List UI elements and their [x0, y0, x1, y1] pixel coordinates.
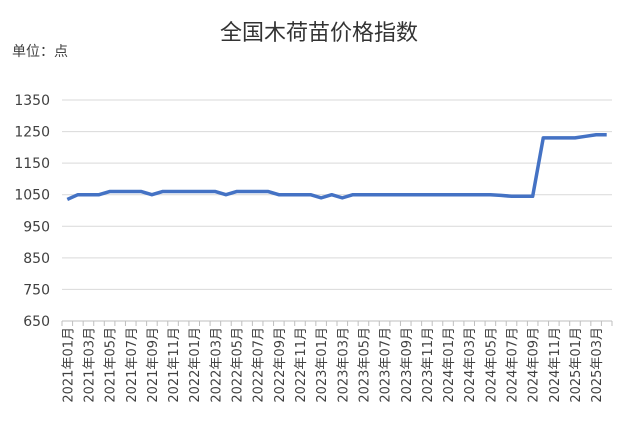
x-tick-label: 2021年11月 [167, 327, 182, 403]
y-tick-label: 750 [23, 282, 50, 298]
x-tick-label: 2021年07月 [125, 327, 140, 403]
y-tick-label: 650 [23, 314, 50, 330]
x-tick-label: 2023年07月 [379, 327, 394, 403]
x-tick-label: 2021年01月 [61, 327, 76, 403]
chart-title: 全国木荷苗价格指数 [220, 21, 418, 46]
x-tick-label: 2023年01月 [315, 327, 330, 403]
x-tick-label: 2023年03月 [336, 327, 351, 403]
x-tick-label: 2023年11月 [421, 327, 436, 403]
x-tick-label: 2024年01月 [442, 327, 457, 403]
y-tick-label: 1350 [14, 93, 50, 109]
unit-label: 单位：点 [12, 44, 68, 60]
x-tick-label: 2024年09月 [527, 327, 542, 403]
x-tick-label: 2024年03月 [463, 327, 478, 403]
x-tick-label: 2022年07月 [252, 327, 267, 403]
line-series [66, 132, 607, 202]
x-tick-label: 2022年03月 [209, 327, 224, 403]
y-tick-label: 1150 [14, 156, 50, 172]
y-tick-label: 1050 [14, 188, 50, 204]
y-tick-label: 950 [23, 219, 50, 235]
x-tick-label: 2021年03月 [82, 327, 97, 403]
x-tick-label: 2023年09月 [400, 327, 415, 403]
x-tick-label: 2024年11月 [548, 327, 563, 403]
x-tick-label: 2024年07月 [506, 327, 521, 403]
x-tick-label: 2025年01月 [569, 327, 584, 403]
x-tick-label: 2022年09月 [273, 327, 288, 403]
x-tick-label: 2022年11月 [294, 327, 309, 403]
x-tick-label: 2021年09月 [146, 327, 161, 403]
x-tick-label: 2024年05月 [484, 327, 499, 403]
y-tick-label: 1250 [14, 125, 50, 141]
x-tick-label: 2021年05月 [104, 327, 119, 403]
x-tick-label: 2022年05月 [231, 327, 246, 403]
x-tick-label: 2025年03月 [590, 327, 605, 403]
x-tick-label: 2023年05月 [357, 327, 372, 403]
x-tick-label: 2022年01月 [188, 327, 203, 403]
y-tick-label: 850 [23, 251, 50, 267]
